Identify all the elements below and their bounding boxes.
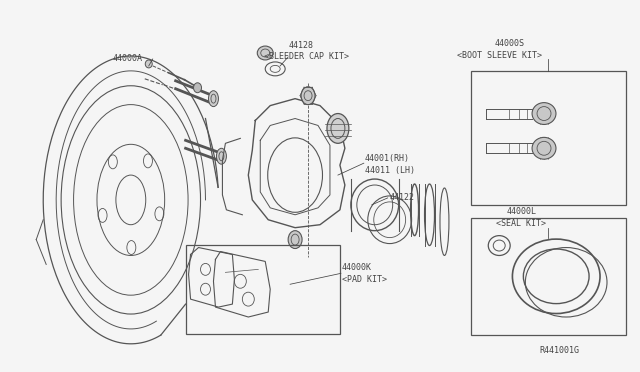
Bar (471, 218, 626, 335)
Text: 44000A: 44000A (113, 54, 143, 64)
Bar (186, 244, 340, 334)
Text: <PAD KIT>: <PAD KIT> (342, 275, 387, 284)
Text: 44001(RH): 44001(RH) (365, 154, 410, 163)
Ellipse shape (209, 91, 218, 107)
Text: 44000K: 44000K (342, 263, 372, 272)
Ellipse shape (532, 103, 556, 125)
Ellipse shape (327, 113, 349, 143)
Ellipse shape (216, 148, 227, 164)
Ellipse shape (257, 46, 273, 60)
Text: 44011 (LH): 44011 (LH) (365, 166, 415, 174)
Text: 44000S: 44000S (494, 39, 524, 48)
Ellipse shape (532, 137, 556, 159)
Text: <BLEEDER CAP KIT>: <BLEEDER CAP KIT> (264, 52, 349, 61)
Ellipse shape (145, 60, 152, 68)
Ellipse shape (288, 231, 302, 248)
Ellipse shape (193, 83, 202, 93)
Text: <SEAL KIT>: <SEAL KIT> (496, 219, 546, 228)
Text: R441001G: R441001G (539, 346, 579, 355)
Ellipse shape (301, 87, 315, 105)
Text: 44000L: 44000L (506, 207, 536, 216)
Text: <BOOT SLEEVE KIT>: <BOOT SLEEVE KIT> (457, 51, 541, 61)
Bar (471, 71, 626, 205)
Text: 44122: 44122 (390, 193, 415, 202)
Text: 44128: 44128 (288, 41, 313, 49)
